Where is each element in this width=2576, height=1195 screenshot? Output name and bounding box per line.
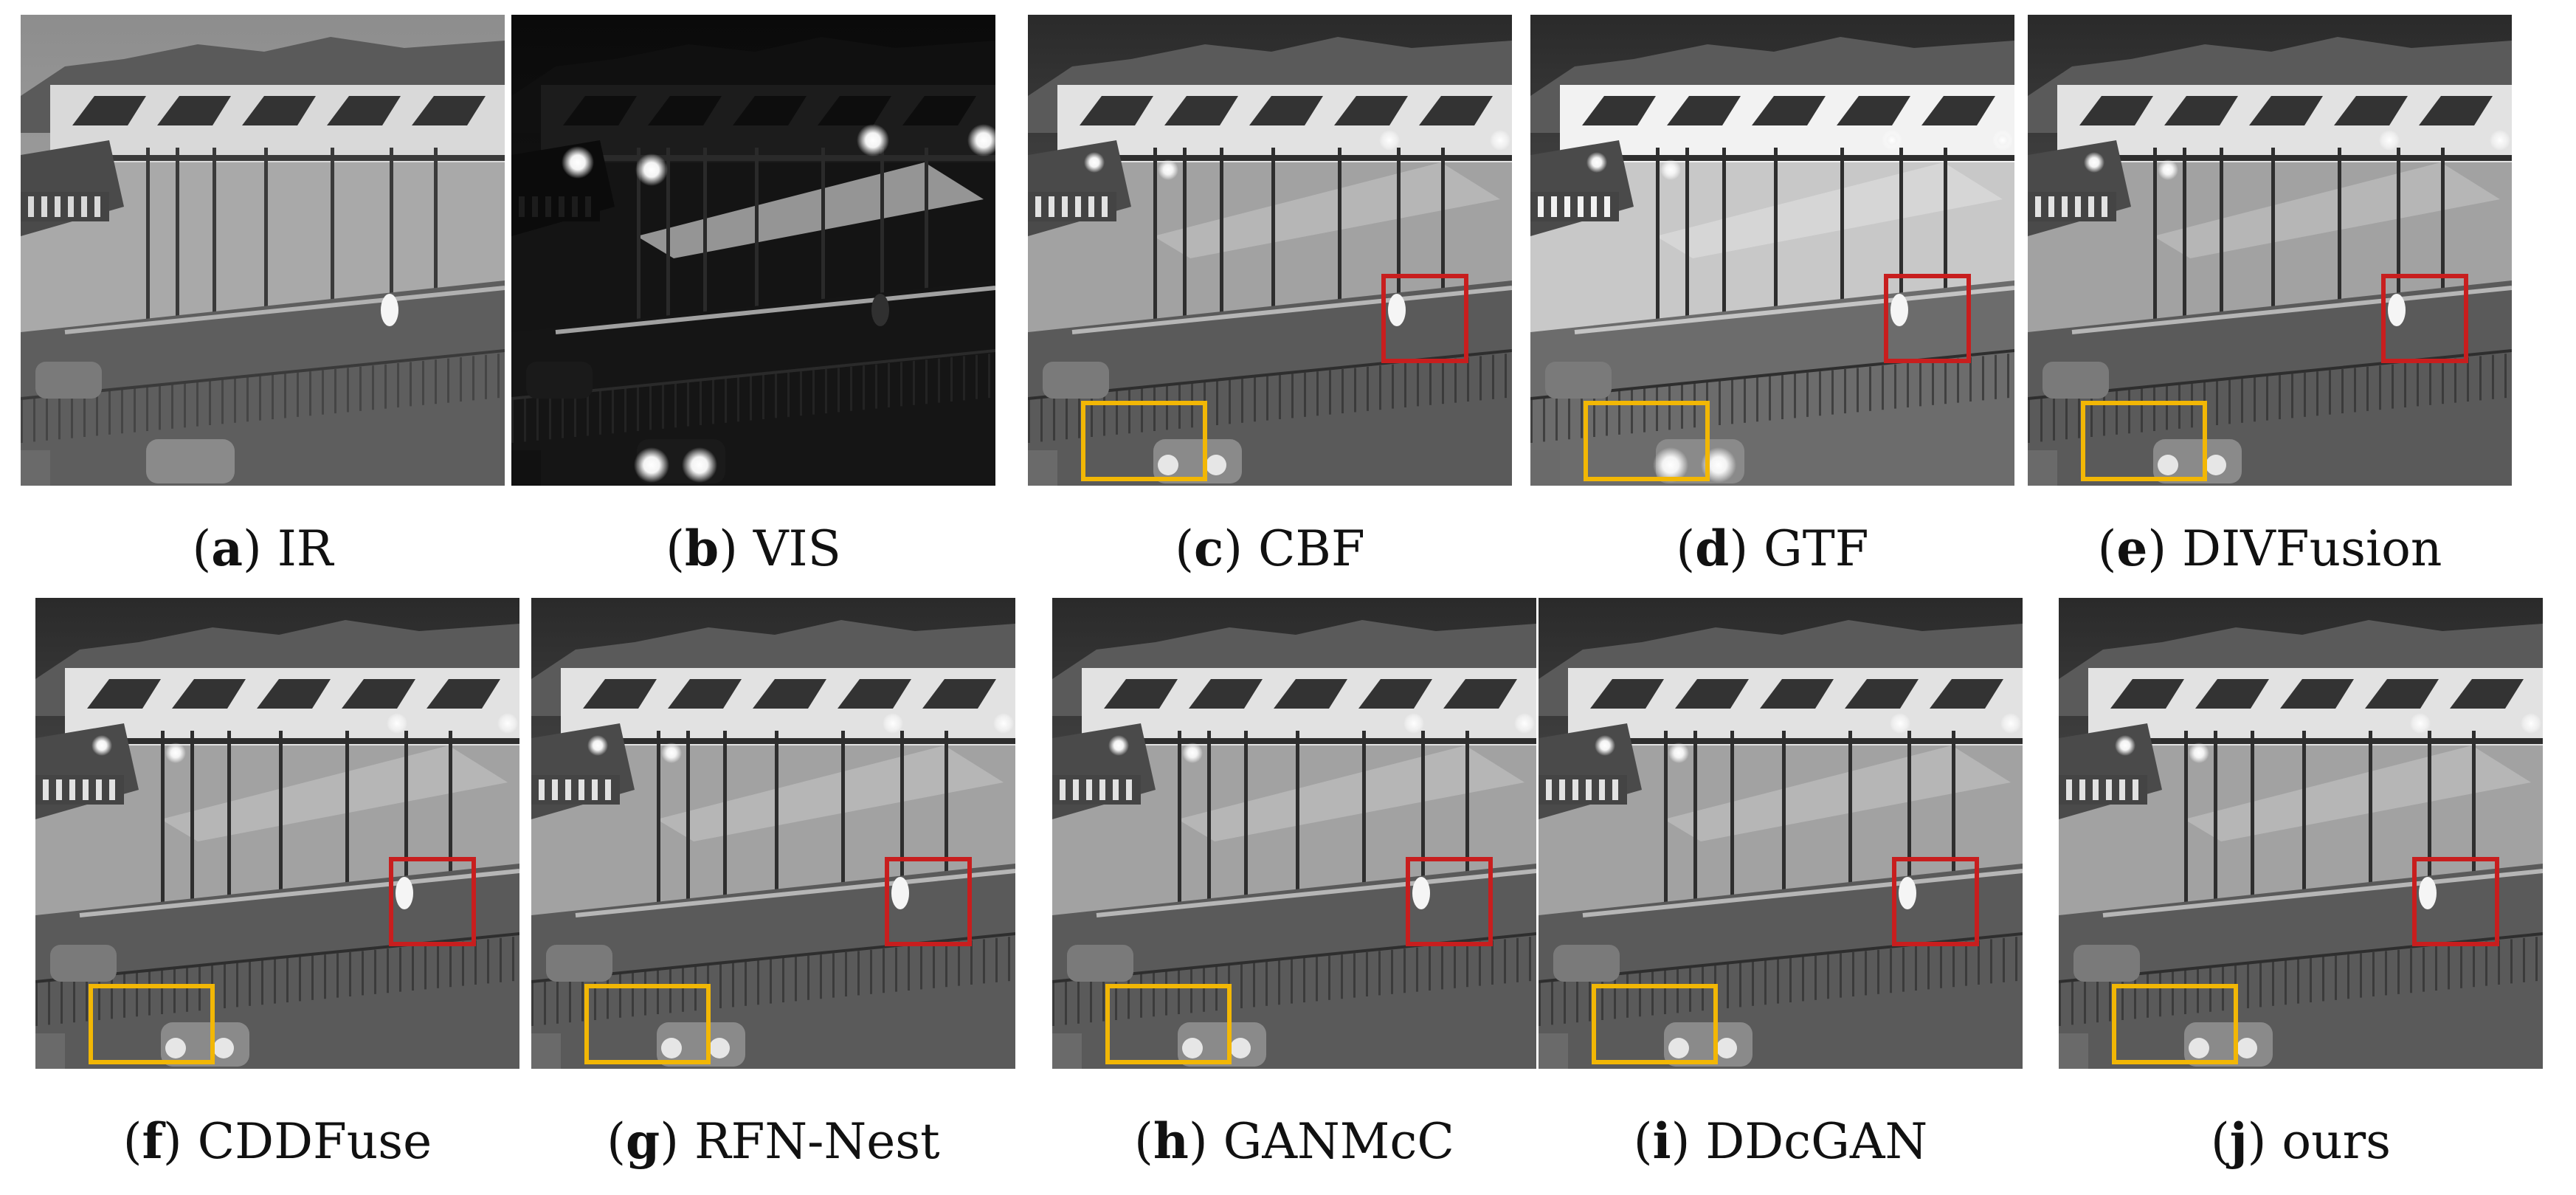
caption-label: DIVFusion [2182,520,2442,577]
caption-i: (i) DDcGAN [1633,1112,1928,1170]
red-highlight-box [1891,856,1979,947]
caption-label: ours [2282,1113,2392,1170]
caption-letter: c [1194,520,1224,577]
caption-label: VIS [753,520,841,577]
caption-b: (b) VIS [666,520,841,577]
yellow-highlight-box [1081,401,1207,481]
image-panel-a [21,15,505,486]
caption-g: (g) RFN-Nest [607,1112,940,1170]
image-panel-i [1539,598,2023,1069]
caption-d: (d) GTF [1676,520,1869,577]
red-highlight-box [388,856,476,947]
caption-e: (e) DIVFusion [2097,520,2442,577]
caption-letter: a [211,520,243,577]
red-highlight-box [2380,273,2468,364]
red-highlight-box [1381,273,1468,364]
red-highlight-box [1883,273,1971,364]
yellow-highlight-box [1105,984,1232,1064]
red-highlight-box [2411,856,2499,947]
yellow-highlight-box [89,984,215,1064]
yellow-highlight-box [584,984,711,1064]
caption-a: (a) IR [192,520,334,577]
caption-label: DDcGAN [1705,1113,1928,1170]
caption-label: GTF [1764,520,1869,577]
caption-letter: h [1153,1112,1189,1170]
caption-letter: f [142,1112,163,1170]
caption-letter: e [2116,520,2148,577]
red-highlight-box [1405,856,1493,947]
caption-letter: g [626,1112,660,1170]
image-panel-e [2028,15,2512,486]
caption-letter: b [684,520,719,577]
image-panel-d [1530,15,2014,486]
yellow-highlight-box [2081,401,2207,481]
red-highlight-box [884,856,972,947]
caption-label: CBF [1257,520,1365,577]
image-panel-f [35,598,519,1069]
caption-label: RFN-Nest [694,1113,940,1170]
yellow-highlight-box [2112,984,2238,1064]
caption-letter: j [2229,1112,2248,1170]
caption-h: (h) GANMcC [1134,1112,1454,1170]
caption-label: IR [277,520,334,577]
caption-letter: i [1652,1112,1671,1170]
caption-f: (f) CDDFuse [122,1112,432,1170]
yellow-highlight-box [1592,984,1718,1064]
image-panel-b [511,15,995,486]
image-panel-j [2059,598,2543,1069]
caption-letter: d [1695,520,1730,577]
image-panel-g [531,598,1015,1069]
caption-label: GANMcC [1223,1113,1454,1170]
image-panel-c [1028,15,1512,486]
yellow-highlight-box [1584,401,1710,481]
image-panel-h [1052,598,1536,1069]
caption-label: CDDFuse [197,1113,432,1170]
caption-j: (j) ours [2210,1112,2392,1170]
caption-c: (c) CBF [1175,520,1365,577]
